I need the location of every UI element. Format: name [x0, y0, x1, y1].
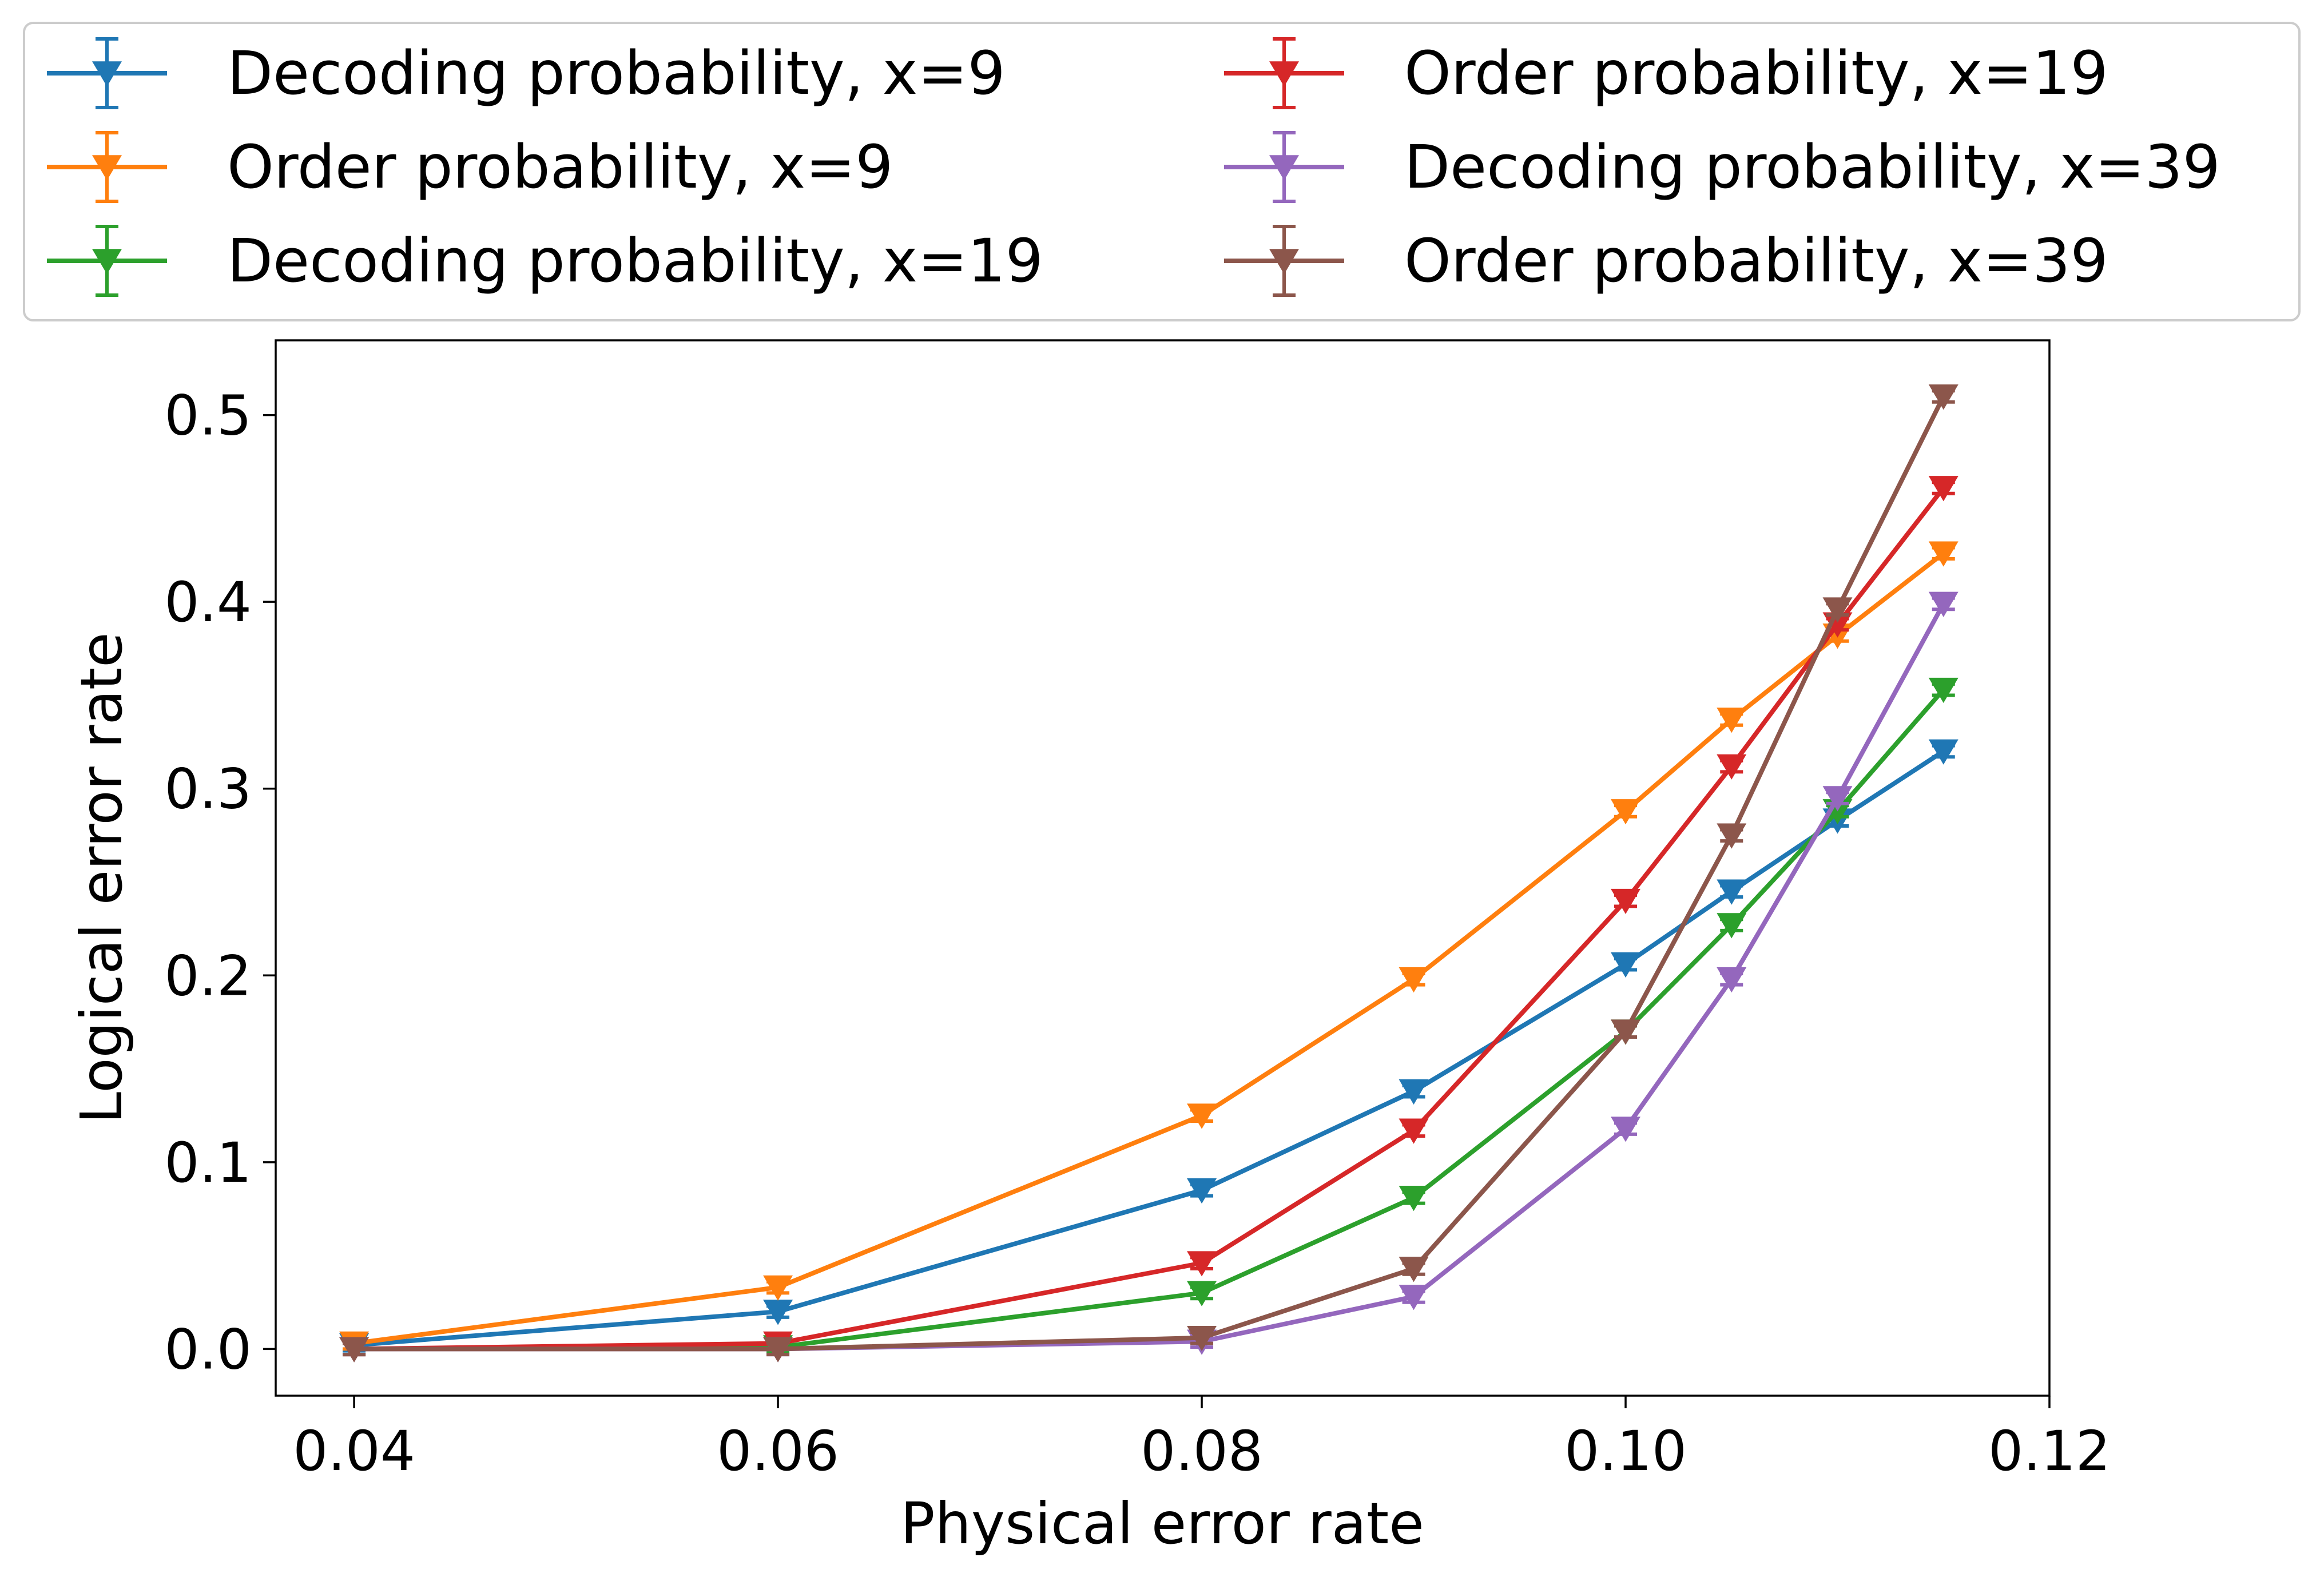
- data-point-marker: [1187, 1251, 1217, 1277]
- data-point-marker: [1187, 1325, 1217, 1352]
- data-point-marker: [763, 1300, 793, 1325]
- data-point-marker: [1822, 799, 1853, 825]
- axes: 0.04 0.06 0.08 0.10 0.12 0.0 0.1 0.2 0.3 0.4 0.5: [164, 339, 2111, 1483]
- legend-label: Order probability, x=19: [1404, 38, 2108, 108]
- y-tick-label: 0.1: [164, 1131, 252, 1195]
- data-point-marker: [1611, 1019, 1641, 1045]
- data-point-marker: [1928, 541, 1958, 567]
- legend-label: Decoding probability, x=19: [227, 226, 1043, 296]
- data-point-marker: [1399, 1118, 1429, 1144]
- data-point-marker: [1611, 888, 1641, 915]
- legend-marker: [1269, 249, 1299, 275]
- legend-marker: [92, 61, 122, 87]
- data-point-marker: [1187, 1103, 1217, 1129]
- series-3: [339, 677, 1958, 1363]
- data-point-marker: [1717, 913, 1747, 939]
- plot-area: [339, 384, 1958, 1363]
- data-point-marker: [1717, 823, 1747, 849]
- data-point-marker: [1822, 597, 1853, 623]
- data-point-marker: [1717, 754, 1747, 780]
- series-5: [339, 591, 1958, 1363]
- data-point-marker: [1187, 1281, 1217, 1306]
- series-line: [354, 602, 1946, 1352]
- data-point-marker: [1717, 967, 1747, 993]
- x-tick-label: 0.12: [1988, 1419, 2111, 1483]
- series-line: [354, 486, 1945, 1352]
- data-point-marker: [1611, 1117, 1641, 1142]
- data-point-marker: [1399, 1079, 1429, 1105]
- data-point-marker: [1928, 476, 1958, 502]
- legend-label: Decoding probability, x=39: [1404, 132, 2220, 202]
- data-point-marker: [763, 1337, 793, 1363]
- y-tick-label: 0.5: [164, 384, 252, 448]
- y-tick-label: 0.0: [164, 1317, 252, 1381]
- legend-entry: Decoding probability, x=19: [47, 225, 1043, 297]
- data-point-marker: [1822, 786, 1853, 812]
- legend-entry: Order probability, x=39: [1224, 225, 2108, 297]
- legend-box: [23, 22, 2301, 321]
- data-point-marker: [1611, 799, 1641, 825]
- series-line: [353, 749, 1945, 1348]
- data-point-marker: [1399, 1186, 1429, 1211]
- data-point-marker: [1399, 967, 1429, 993]
- y-tick-label: 0.3: [164, 757, 252, 821]
- legend-marker: [1269, 155, 1299, 181]
- legend-entry: Decoding probability, x=39: [1224, 131, 2220, 203]
- legend-label: Decoding probability, x=9: [227, 38, 1006, 108]
- data-point-marker: [1928, 384, 1958, 410]
- data-point-marker: [1717, 879, 1747, 905]
- series-2: [339, 541, 1958, 1357]
- legend-marker: [92, 155, 122, 181]
- legend-entry: Order probability, x=19: [1224, 37, 2108, 109]
- data-point-marker: [1717, 708, 1747, 733]
- x-tick-label: 0.10: [1564, 1419, 1687, 1483]
- series-line: [354, 395, 1946, 1352]
- data-point-marker: [1928, 677, 1958, 704]
- x-tick-label: 0.06: [717, 1419, 839, 1483]
- y-tick-label: 0.4: [164, 570, 252, 634]
- x-tick-label: 0.04: [293, 1419, 415, 1483]
- series-1: [339, 739, 1958, 1359]
- y-tick-label: 0.2: [164, 944, 252, 1008]
- data-point-marker: [1822, 612, 1853, 638]
- x-tick-label: 0.08: [1141, 1419, 1263, 1483]
- plot-frame: [275, 339, 2051, 1397]
- series-6: [339, 384, 1958, 1363]
- legend-entry: Decoding probability, x=9: [47, 37, 1006, 109]
- series-line: [353, 551, 1945, 1346]
- y-axis-title: Logical error rate: [68, 632, 135, 1123]
- legend-label: Order probability, x=9: [227, 132, 893, 202]
- x-axis-title: Physical error rate: [900, 1490, 1424, 1557]
- legend-marker: [1269, 61, 1299, 87]
- data-point-marker: [339, 1337, 370, 1363]
- legend-entry: Order probability, x=9: [47, 131, 893, 203]
- legend: Decoding probability, x=9 Order probabili…: [23, 22, 2301, 321]
- data-point-marker: [1399, 1257, 1429, 1282]
- series-4: [339, 476, 1958, 1363]
- data-point-marker: [1928, 591, 1958, 617]
- data-point-marker: [763, 1275, 793, 1301]
- legend-marker: [92, 249, 122, 275]
- data-point-marker: [1928, 739, 1958, 765]
- data-point-marker: [1399, 1285, 1429, 1310]
- data-point-marker: [1187, 1178, 1217, 1204]
- legend-label: Order probability, x=39: [1404, 226, 2108, 296]
- data-point-marker: [1611, 952, 1641, 978]
